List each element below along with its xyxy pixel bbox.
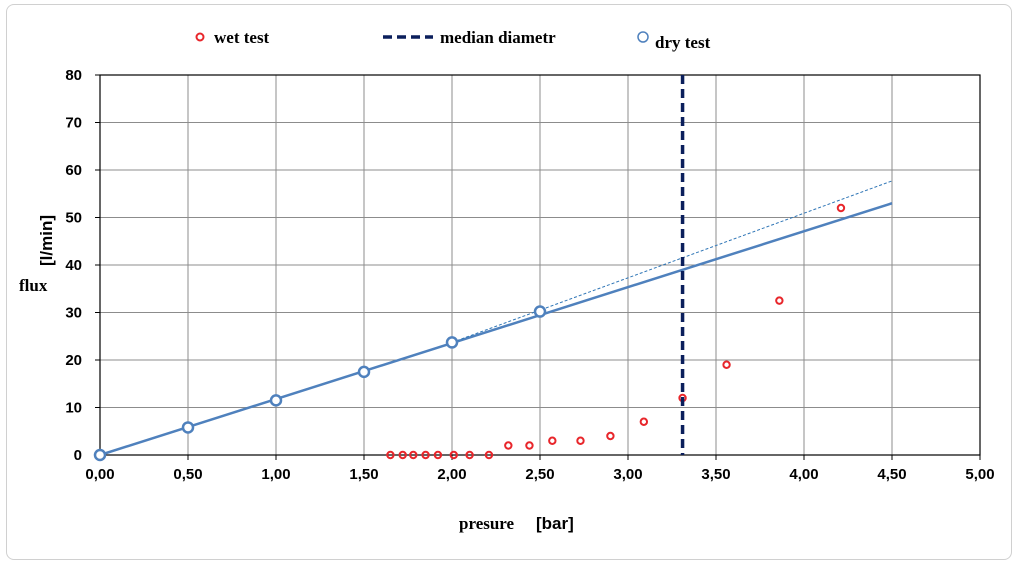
chart-frame (6, 4, 1012, 560)
legend-median-label: median diametr (440, 28, 556, 47)
dry-test-point (269, 394, 283, 407)
wet-test-point (639, 417, 649, 426)
legend: wet test median diametr dry test (195, 28, 711, 52)
y-axis-name: flux (19, 276, 48, 295)
y-tick-label: 40 (65, 257, 82, 274)
legend-dry-label: dry test (655, 33, 711, 52)
dry-test-point (357, 365, 371, 379)
x-tick-label: 0,50 (173, 466, 202, 483)
x-tick-label: 2,00 (437, 466, 466, 483)
wet-test-point (576, 436, 585, 445)
wet-test-point (409, 450, 418, 460)
wet-test-point (449, 450, 458, 460)
wet-test-point (433, 450, 443, 460)
grid (95, 74, 981, 460)
y-tick-label: 80 (65, 67, 82, 84)
y-tick-label: 50 (65, 210, 82, 227)
dry-test-point (181, 421, 195, 434)
wet-test-point (525, 441, 534, 450)
legend-wet-label: wet test (214, 28, 270, 47)
x-tick-label: 2,50 (525, 466, 554, 483)
dry-test-point (445, 336, 459, 349)
y-tick-label: 20 (65, 352, 82, 369)
x-axis-name: presure (459, 514, 515, 533)
x-tick-label: 4,50 (877, 466, 906, 483)
y-tick-label: 0 (74, 447, 82, 464)
x-tick-label: 1,50 (349, 466, 378, 483)
dry-test-fit-line (99, 202, 893, 457)
wet-test-point (421, 450, 430, 460)
wet-test-point (548, 436, 557, 445)
wet-test-point (836, 203, 846, 213)
y-axis-unit: [l/min] (37, 215, 56, 266)
y-tick-label: 70 (65, 115, 82, 132)
wet-test-point (722, 360, 731, 369)
y-tick-label: 30 (65, 305, 82, 322)
wet-test-point (386, 450, 395, 460)
x-tick-label: 3,00 (613, 466, 642, 483)
x-axis-unit: [bar] (536, 514, 574, 533)
legend-wet-marker (195, 32, 205, 42)
wet-test-point (398, 450, 407, 460)
x-tick-label: 3,50 (701, 466, 730, 483)
y-tick-label: 10 (65, 400, 82, 417)
dry-test-point (533, 305, 547, 318)
series-layer (93, 75, 893, 462)
wet-test-point (465, 450, 474, 460)
plot-area-border (99, 74, 981, 456)
wet-test-point (484, 450, 494, 460)
x-tick-label: 5,00 (965, 466, 994, 483)
dry-test-point (93, 448, 107, 462)
wet-test-point (504, 441, 513, 450)
wet-test-point (775, 296, 784, 305)
x-tick-label: 4,00 (789, 466, 818, 483)
dry-test-trend-line (451, 180, 893, 343)
tick-labels: 0,00 0,50 1,00 1,50 2,00 2,50 3,00 3,50 4,00 4,50… (65, 67, 994, 483)
x-tick-label: 1,00 (261, 466, 290, 483)
legend-dry-marker (637, 31, 649, 43)
y-tick-label: 60 (65, 162, 82, 179)
wet-test-point (606, 431, 615, 441)
x-tick-label: 0,00 (85, 466, 114, 483)
